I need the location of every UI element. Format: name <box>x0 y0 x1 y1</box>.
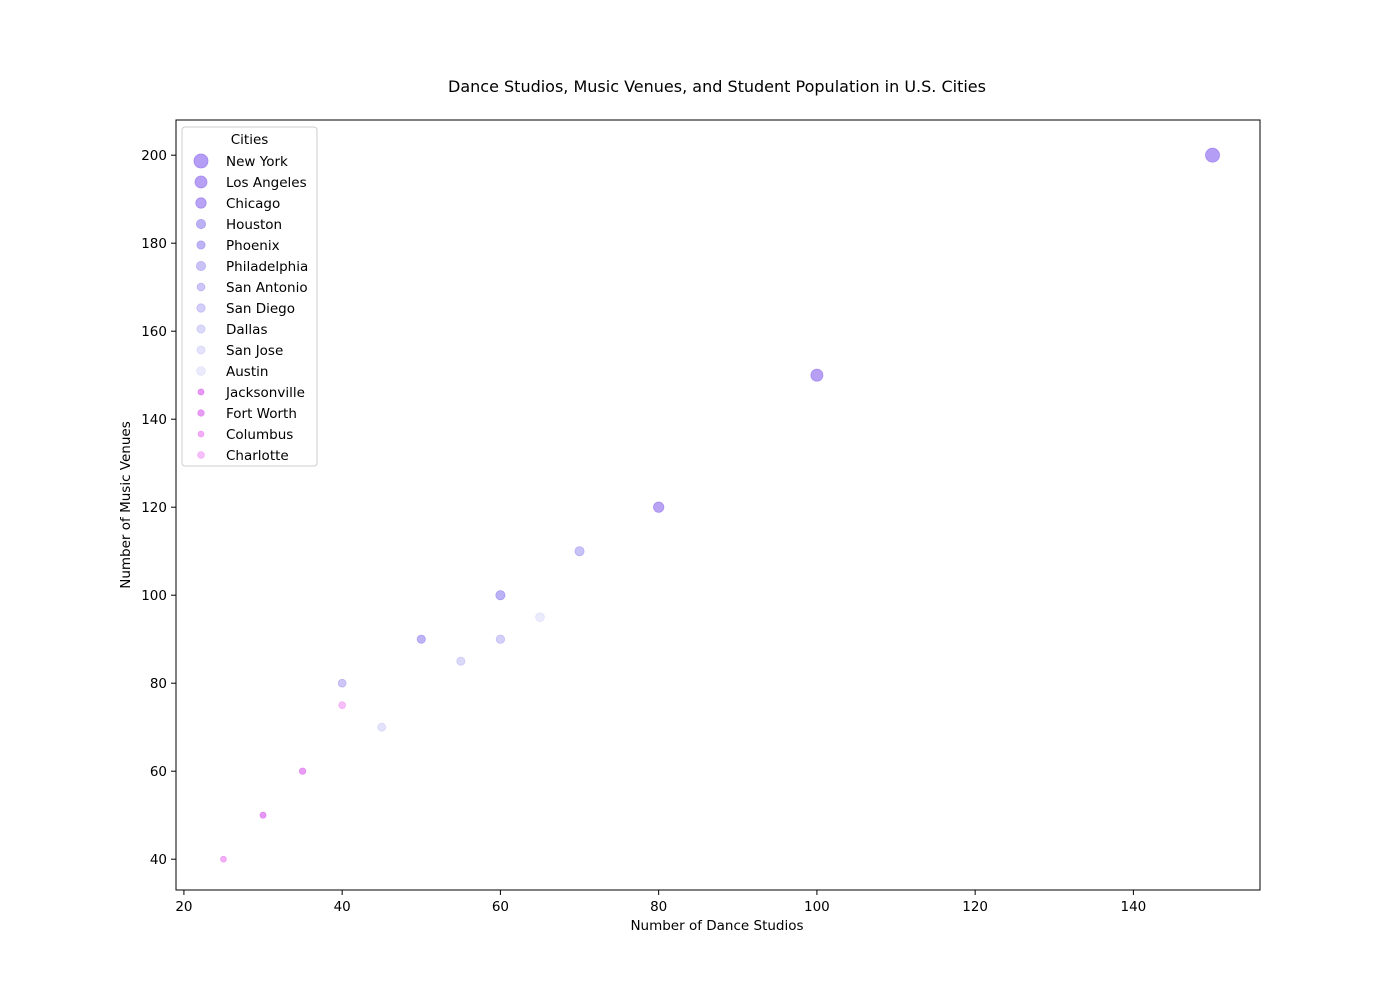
plot-area-frame <box>175 119 1261 891</box>
legend-label: San Jose <box>226 343 283 359</box>
y-tick-label: 80 <box>150 676 167 692</box>
legend-label: Chicago <box>226 196 280 212</box>
legend-label: Jacksonville <box>225 385 305 401</box>
legend-marker <box>197 409 205 417</box>
legend-marker <box>197 430 205 438</box>
x-tick-label: 140 <box>1121 899 1147 915</box>
legend-marker <box>194 175 208 189</box>
legend-label: Columbus <box>226 427 293 443</box>
legend: Cities New York Los Angeles Chicago Houston… <box>181 126 318 467</box>
x-axis-label: Number of Dance Studios <box>630 918 803 934</box>
x-tick-label: 120 <box>962 899 988 915</box>
scatter-point <box>535 612 545 622</box>
legend-marker <box>196 282 206 292</box>
legend-marker <box>196 303 206 313</box>
y-tick-label: 200 <box>141 148 167 164</box>
scatter-point <box>220 855 227 863</box>
legend-marker <box>195 218 206 229</box>
legend-label: Phoenix <box>226 238 280 254</box>
y-tick-label: 160 <box>141 324 167 340</box>
y-tick-label: 120 <box>141 500 167 516</box>
y-tick-label: 100 <box>141 588 167 604</box>
points-layer <box>220 147 1220 863</box>
scatter-point <box>653 501 665 513</box>
scatter-point <box>810 368 824 382</box>
legend-label: Fort Worth <box>226 406 297 422</box>
x-tick-label: 60 <box>492 899 509 915</box>
legend-marker <box>197 388 205 396</box>
scatter-point <box>456 656 466 666</box>
legend-items: New York Los Angeles Chicago Houston Phoenix… <box>193 153 308 464</box>
legend-label: San Diego <box>226 301 295 317</box>
y-tick-label: 60 <box>150 764 167 780</box>
y-axis-ticks: 40 60 80 100 120 140 160 180 200 <box>141 148 176 868</box>
legend-label: Philadelphia <box>226 259 308 275</box>
legend-marker <box>197 451 205 459</box>
legend-marker <box>196 240 206 250</box>
y-tick-label: 180 <box>141 236 167 252</box>
x-axis-ticks: 20 40 60 80 100 120 140 <box>175 890 1146 915</box>
scatter-point <box>495 634 506 644</box>
legend-label: Austin <box>226 364 268 380</box>
chart-title: Dance Studios, Music Venues, and Student… <box>448 77 986 96</box>
legend-marker <box>195 197 207 209</box>
legend-marker <box>195 260 206 271</box>
legend-title: Cities <box>231 132 269 148</box>
x-tick-label: 80 <box>650 899 667 915</box>
x-tick-label: 40 <box>334 899 351 915</box>
scatter-point <box>259 811 267 819</box>
scatter-point <box>338 701 346 709</box>
scatter-point <box>495 590 506 601</box>
legend-label: New York <box>226 154 288 170</box>
x-tick-label: 20 <box>175 899 192 915</box>
y-tick-label: 40 <box>150 852 167 868</box>
y-tick-label: 140 <box>141 412 167 428</box>
scatter-point <box>298 767 307 775</box>
legend-frame <box>181 126 318 467</box>
scatter-point <box>416 634 426 644</box>
scatter-point <box>1205 147 1220 163</box>
scatter-point <box>574 546 585 557</box>
x-tick-label: 100 <box>804 899 830 915</box>
legend-marker <box>196 366 206 376</box>
legend-marker <box>196 345 206 355</box>
legend-label: Los Angeles <box>226 175 307 191</box>
legend-label: Dallas <box>226 322 267 338</box>
scatter-point <box>337 678 347 688</box>
legend-marker <box>196 324 206 334</box>
scatter-point <box>377 722 387 732</box>
legend-marker <box>193 153 209 169</box>
legend-label: Houston <box>226 217 282 233</box>
legend-label: San Antonio <box>226 280 308 296</box>
legend-label: Charlotte <box>226 448 289 464</box>
y-axis-label: Number of Music Venues <box>118 421 134 588</box>
